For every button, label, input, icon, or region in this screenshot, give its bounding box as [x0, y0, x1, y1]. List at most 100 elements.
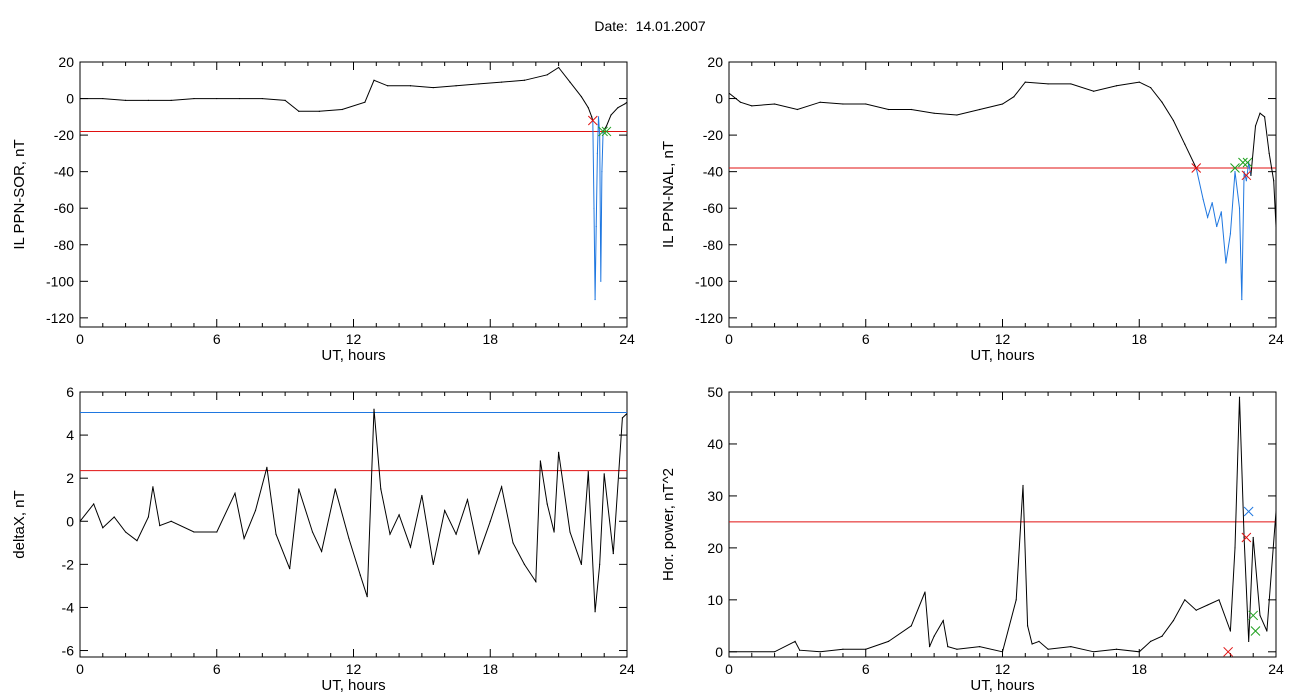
data-point — [1001, 651, 1004, 653]
data-point — [773, 651, 776, 653]
data-point — [1234, 547, 1236, 549]
y-tick-label: -20 — [54, 127, 74, 143]
data-point — [910, 625, 912, 627]
y-tick-label: -100 — [695, 273, 723, 289]
x-marker — [1250, 626, 1261, 636]
x-marker — [1241, 170, 1252, 181]
data-point — [739, 101, 741, 103]
x-marker-stroke — [1238, 157, 1248, 168]
data-point — [956, 648, 958, 650]
data-point — [489, 520, 491, 522]
data-point — [1138, 81, 1140, 83]
data-point — [1218, 599, 1220, 601]
data-point — [1138, 651, 1140, 653]
data-point — [1241, 298, 1243, 301]
data-point — [819, 651, 821, 653]
x-marker — [1191, 163, 1202, 173]
data-point — [928, 646, 931, 648]
y-tick-label: 10 — [707, 592, 723, 608]
chart-panel-3: 0 6 12 18 24 6 4 2 0 -2 -4 -6 UT, hours deltaX, nT — [11, 384, 635, 694]
x-tick-label: 0 — [76, 661, 84, 677]
data-point — [1207, 604, 1209, 606]
data-point — [603, 473, 605, 475]
data-point — [1220, 211, 1222, 213]
data-point — [887, 640, 890, 643]
plot-area — [729, 81, 1276, 301]
data-point — [1022, 484, 1024, 487]
y-tick-label: -60 — [703, 200, 723, 216]
x-marker-stroke — [1248, 610, 1259, 621]
data-point — [398, 514, 400, 516]
data-point — [216, 97, 218, 100]
series-line-1 — [80, 409, 627, 612]
y-tick-label: -80 — [54, 237, 74, 253]
data-point — [865, 648, 867, 650]
data-point — [605, 125, 608, 127]
x-tick-label: 12 — [346, 331, 362, 347]
x-marker — [1248, 610, 1259, 621]
chart-panel-1: 0 6 12 18 24 20 0 -20 -40 -60 -80 -100 -120 UT, hours… — [11, 54, 635, 364]
data-point — [580, 563, 583, 565]
data-point — [152, 486, 154, 488]
data-point — [266, 466, 268, 469]
data-point — [535, 580, 537, 583]
data-point — [523, 563, 526, 565]
data-point — [124, 531, 127, 533]
data-point — [799, 649, 801, 651]
x-marker — [1241, 532, 1252, 543]
data-point — [341, 108, 343, 111]
data-point — [1172, 119, 1175, 122]
x-marker-stroke — [587, 115, 598, 126]
data-point — [569, 81, 571, 83]
data-point — [539, 460, 541, 462]
data-point — [512, 542, 514, 544]
data-point — [409, 546, 412, 548]
data-point — [238, 97, 241, 100]
plot-frame — [79, 61, 628, 328]
data-point — [1266, 630, 1268, 632]
series-line-2 — [1195, 162, 1252, 300]
data-point — [587, 471, 589, 473]
data-point — [1172, 620, 1175, 622]
data-point — [1250, 174, 1252, 176]
data-point — [373, 79, 375, 81]
data-point — [1093, 90, 1095, 92]
data-point — [387, 85, 389, 87]
data-point — [1150, 86, 1152, 89]
x-marker-stroke — [1243, 506, 1254, 517]
y-axis-label: IL PPN-NAL, nT — [660, 141, 677, 248]
data-point — [444, 509, 446, 512]
data-point — [593, 207, 595, 209]
data-point — [842, 103, 844, 105]
data-point — [523, 79, 526, 81]
x-marker — [1230, 163, 1240, 173]
data-point — [334, 488, 336, 490]
y-tick-label: 20 — [58, 54, 74, 70]
y-tick-label: 20 — [707, 54, 723, 70]
x-tick-label: 6 — [213, 661, 221, 677]
data-point — [80, 520, 81, 522]
data-point — [193, 97, 195, 100]
data-point — [596, 152, 598, 154]
y-tick-label: 30 — [707, 488, 723, 504]
data-point — [569, 531, 571, 533]
y-tick-label: 50 — [707, 384, 723, 400]
data-point — [773, 103, 776, 105]
x-tick-label: 24 — [1268, 331, 1284, 347]
data-point — [432, 86, 434, 89]
data-point — [320, 550, 323, 553]
x-tick-label: 0 — [725, 661, 733, 677]
x-tick-label: 6 — [862, 661, 870, 677]
data-point — [243, 537, 245, 540]
data-point — [124, 99, 127, 101]
data-point — [170, 99, 172, 101]
data-point — [558, 66, 560, 69]
data-point — [136, 540, 138, 542]
y-tick-label: 20 — [707, 540, 723, 556]
data-point — [729, 651, 730, 653]
data-point — [1273, 180, 1275, 182]
x-tick-label: 0 — [725, 331, 733, 347]
data-point — [1013, 96, 1015, 98]
data-point — [389, 533, 391, 535]
